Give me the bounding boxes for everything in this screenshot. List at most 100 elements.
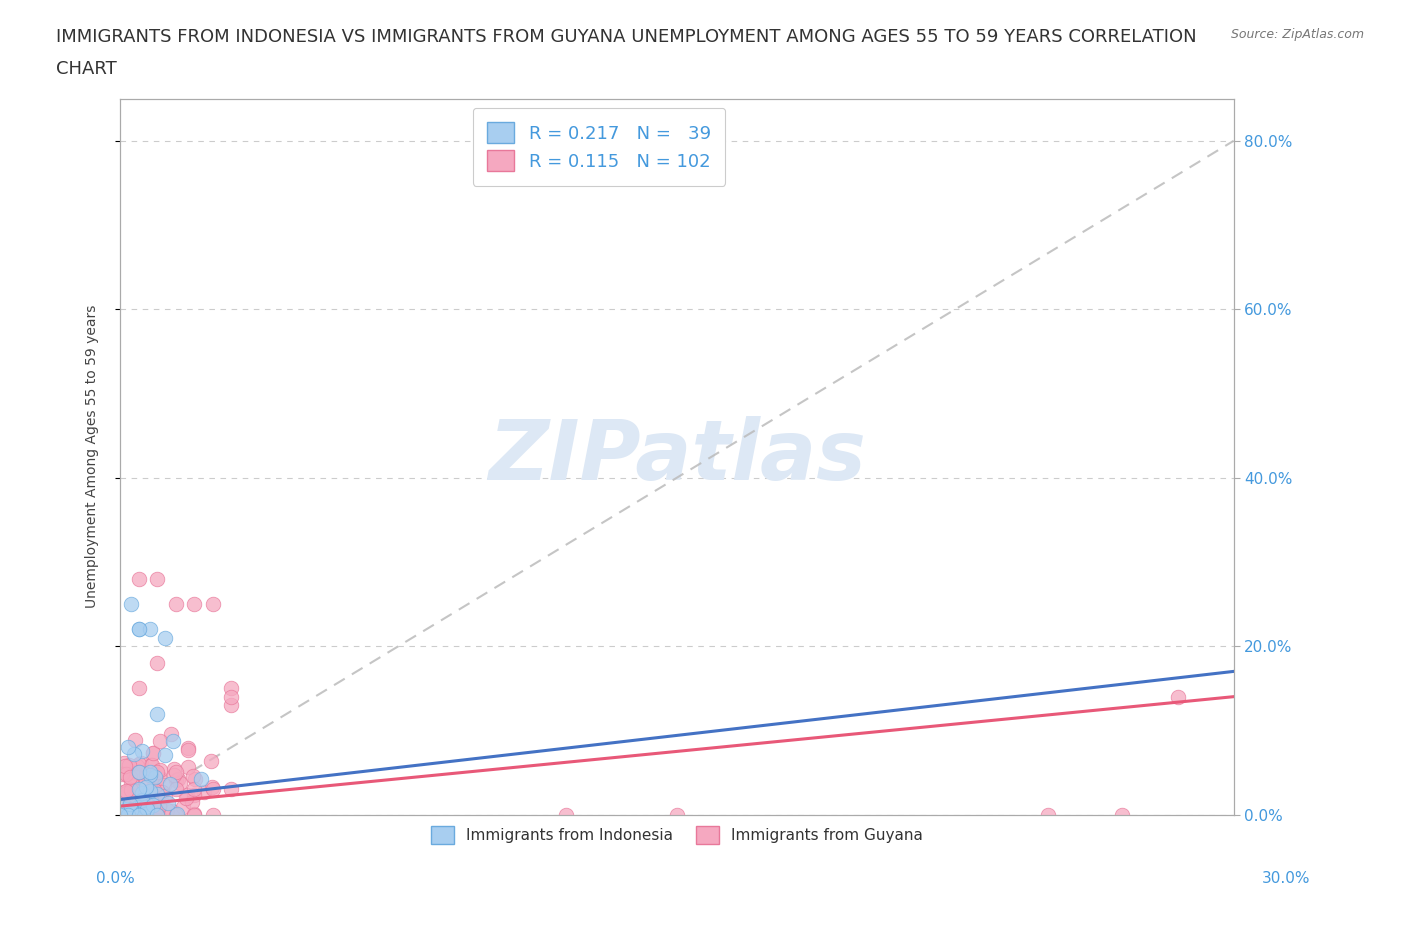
- Point: [128, 782, 150, 797]
- Point: [145, 806, 167, 821]
- Point: [183, 807, 205, 822]
- Point: [128, 681, 150, 696]
- Point: [162, 734, 184, 749]
- Point: [145, 764, 167, 779]
- Point: [183, 807, 205, 822]
- Point: [115, 766, 138, 781]
- Point: [142, 746, 165, 761]
- Point: [177, 740, 200, 755]
- Point: [146, 804, 169, 818]
- Point: [128, 765, 150, 780]
- Point: [114, 786, 136, 801]
- Point: [221, 681, 243, 696]
- Point: [149, 763, 172, 777]
- Legend: Immigrants from Indonesia, Immigrants from Guyana: Immigrants from Indonesia, Immigrants fr…: [425, 820, 929, 850]
- Point: [120, 775, 142, 790]
- Point: [128, 622, 150, 637]
- Point: [138, 796, 160, 811]
- Point: [136, 801, 159, 816]
- Point: [221, 782, 243, 797]
- Point: [665, 807, 688, 822]
- Point: [142, 746, 165, 761]
- Point: [118, 797, 141, 812]
- Point: [115, 783, 138, 798]
- Point: [139, 784, 162, 799]
- Text: ZIPatlas: ZIPatlas: [488, 416, 866, 498]
- Point: [128, 757, 150, 772]
- Point: [183, 596, 205, 611]
- Point: [150, 785, 173, 800]
- Point: [120, 802, 142, 817]
- Point: [146, 765, 169, 780]
- Point: [201, 807, 224, 822]
- Point: [120, 596, 142, 611]
- Point: [115, 788, 138, 803]
- Point: [159, 777, 181, 791]
- Point: [122, 746, 145, 761]
- Point: [135, 779, 157, 794]
- Point: [110, 799, 132, 814]
- Text: CHART: CHART: [56, 60, 117, 78]
- Point: [127, 800, 149, 815]
- Point: [128, 622, 150, 637]
- Point: [146, 656, 169, 671]
- Point: [150, 793, 173, 808]
- Point: [169, 776, 191, 790]
- Point: [165, 807, 187, 822]
- Point: [135, 806, 157, 821]
- Point: [146, 807, 169, 822]
- Point: [221, 698, 243, 712]
- Point: [155, 789, 177, 804]
- Point: [131, 743, 153, 758]
- Point: [124, 783, 146, 798]
- Point: [128, 765, 150, 780]
- Point: [180, 794, 202, 809]
- Point: [120, 783, 142, 798]
- Point: [221, 689, 243, 704]
- Point: [146, 706, 169, 721]
- Y-axis label: Unemployment Among Ages 55 to 59 years: Unemployment Among Ages 55 to 59 years: [86, 305, 100, 608]
- Point: [117, 766, 139, 781]
- Point: [193, 784, 215, 799]
- Point: [165, 765, 187, 780]
- Point: [136, 783, 159, 798]
- Point: [1036, 807, 1059, 822]
- Point: [181, 769, 204, 784]
- Text: 0.0%: 0.0%: [96, 871, 135, 886]
- Point: [142, 797, 165, 812]
- Point: [139, 758, 162, 773]
- Point: [143, 770, 166, 785]
- Point: [162, 768, 184, 783]
- Point: [135, 802, 157, 817]
- Point: [135, 805, 157, 820]
- Point: [112, 785, 135, 800]
- Point: [128, 807, 150, 822]
- Point: [124, 789, 146, 804]
- Point: [118, 757, 141, 772]
- Point: [146, 807, 169, 822]
- Point: [155, 748, 177, 763]
- Point: [156, 803, 179, 817]
- Point: [201, 782, 224, 797]
- Point: [134, 799, 156, 814]
- Point: [117, 739, 139, 754]
- Point: [139, 765, 162, 780]
- Point: [165, 773, 187, 788]
- Point: [128, 806, 150, 821]
- Point: [143, 782, 166, 797]
- Point: [129, 756, 152, 771]
- Text: 30.0%: 30.0%: [1263, 871, 1310, 886]
- Point: [139, 622, 162, 637]
- Point: [131, 792, 153, 807]
- Point: [176, 788, 198, 803]
- Point: [141, 758, 163, 773]
- Point: [148, 769, 170, 784]
- Point: [149, 733, 172, 748]
- Point: [148, 798, 170, 813]
- Point: [184, 771, 207, 786]
- Point: [114, 759, 136, 774]
- Point: [131, 786, 153, 801]
- Point: [201, 779, 224, 794]
- Point: [176, 760, 198, 775]
- Point: [156, 795, 179, 810]
